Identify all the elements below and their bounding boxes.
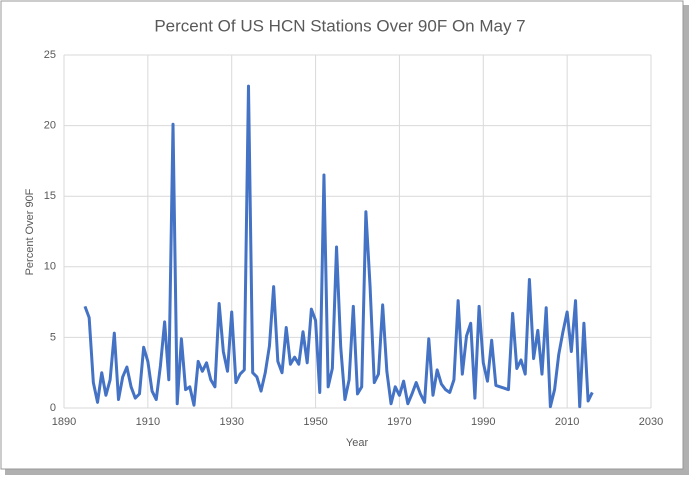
y-tick-label: 25 — [44, 49, 56, 61]
y-tick-label: 5 — [50, 331, 56, 343]
frame — [0, 0, 684, 470]
x-tick-label: 1970 — [387, 416, 411, 428]
data-line — [83, 84, 594, 409]
x-tick-label: 2030 — [639, 416, 663, 428]
x-tick-label: 1910 — [136, 416, 160, 428]
x-tick-label: 1890 — [52, 416, 76, 428]
chart-title: Percent Of US HCN Stations Over 90F On M… — [154, 16, 525, 35]
y-tick-label: 15 — [44, 190, 56, 202]
y-axis-title: Percent Over 90F — [24, 188, 36, 275]
y-tick-label: 20 — [44, 120, 56, 132]
x-tick-label: 1930 — [219, 416, 243, 428]
y-tick-label: 10 — [44, 261, 56, 273]
x-tick-label: 1950 — [303, 416, 327, 428]
x-tick-label: 2010 — [555, 416, 579, 428]
x-axis-title: Year — [346, 437, 369, 449]
y-tick-label: 0 — [50, 402, 56, 414]
x-tick-label: 1990 — [471, 416, 495, 428]
